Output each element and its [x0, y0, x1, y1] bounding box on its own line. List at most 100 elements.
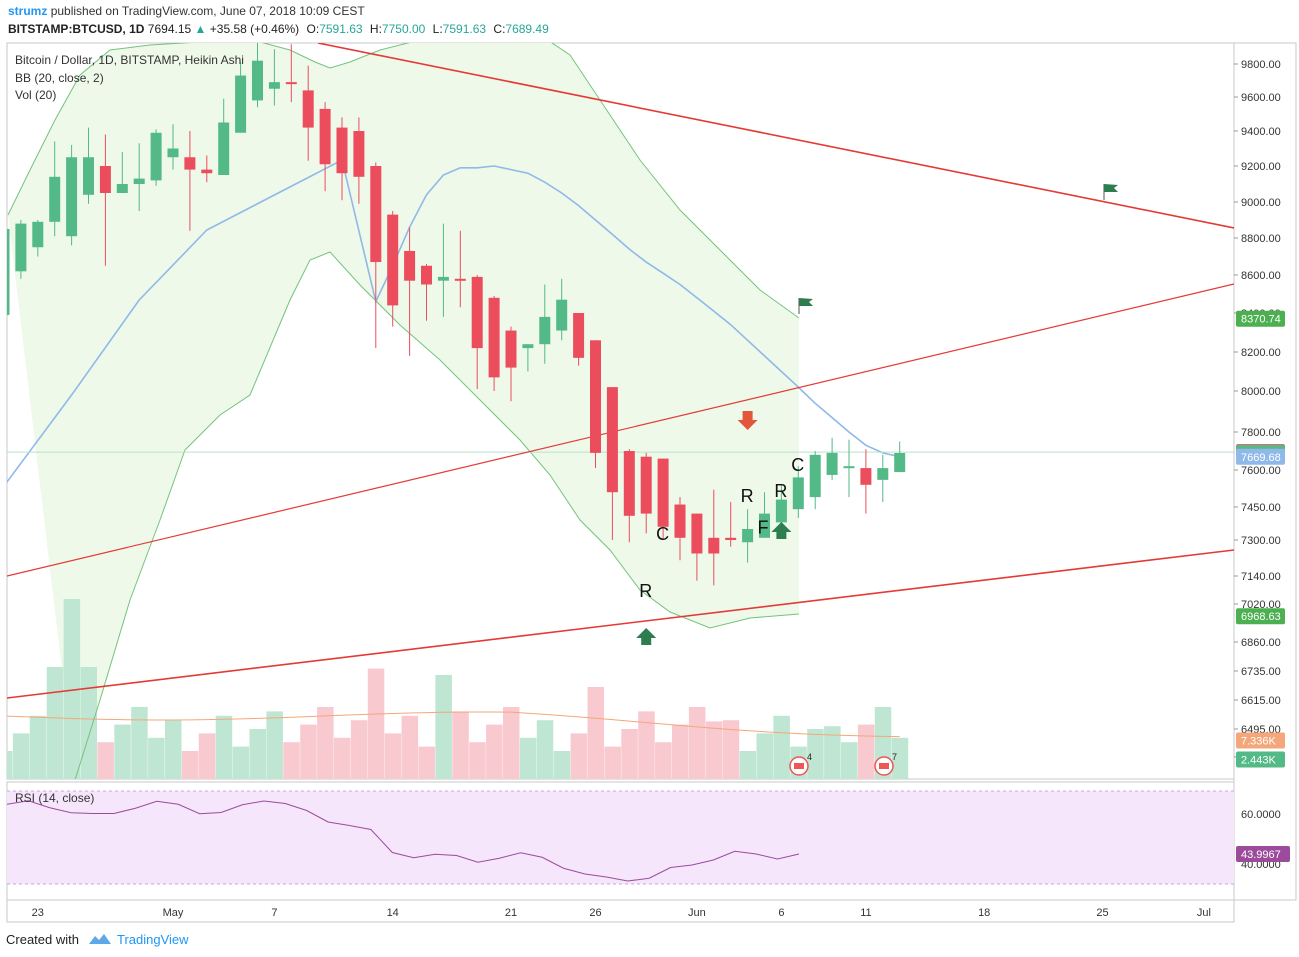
- trend-lines[interactable]: [7, 43, 1234, 699]
- volume-bar: [12, 733, 30, 779]
- price-tag: [1236, 732, 1285, 749]
- candle-body: [573, 313, 585, 358]
- candle-body: [268, 82, 280, 89]
- volume-bar: [384, 733, 402, 779]
- price-tag-label: 7.336K: [1241, 735, 1277, 747]
- lower-trend-line: [7, 549, 1234, 699]
- candle-body: [725, 537, 737, 540]
- annotation-label: R: [774, 481, 787, 501]
- candle-body: [590, 340, 601, 453]
- price-tag: [1236, 751, 1285, 768]
- volume-bar: [367, 668, 385, 779]
- candle-body: [285, 82, 297, 85]
- close-label: C:: [493, 22, 506, 36]
- volume-bar: [756, 733, 773, 779]
- volume-bar: [688, 707, 706, 779]
- price-tick-label: 7300.00: [1241, 535, 1281, 547]
- volume-bar: [739, 751, 757, 779]
- volume-bar: [215, 715, 233, 779]
- price-tick-label: 7020.00: [1241, 599, 1281, 611]
- candle-body: [437, 276, 449, 281]
- candle-body: [353, 131, 365, 177]
- down-arrow-icon: [737, 411, 758, 430]
- candle-body: [522, 344, 534, 349]
- candle-body: [691, 513, 703, 554]
- volume-bar: [486, 724, 503, 779]
- time-tick-label: 26: [589, 907, 601, 919]
- candle-body: [184, 157, 196, 170]
- volume-bar: [841, 742, 858, 779]
- tradingview-link[interactable]: TradingView: [117, 932, 189, 947]
- middle-trend-line: [7, 283, 1234, 577]
- author-link[interactable]: strumz: [8, 4, 48, 18]
- axis-labels: 9800.00 9600.00 9400.00 9200.00 9000.00 8800.…: [32, 59, 1290, 919]
- candle-body: [235, 75, 247, 133]
- volume-bar: [232, 746, 250, 779]
- volume-bar: [722, 720, 740, 779]
- candle-body: [539, 316, 551, 345]
- annotation-label: C: [791, 455, 804, 475]
- bollinger-fill: [8, 43, 799, 779]
- rsi-tick-label: 60.0000: [1241, 809, 1281, 821]
- candle-body: [657, 458, 669, 527]
- candle-body: [894, 452, 906, 473]
- volume-bars: [7, 599, 909, 779]
- volume-bar: [317, 707, 334, 779]
- candle-body: [421, 265, 432, 285]
- volume-ma-line: [7, 711, 900, 738]
- price-tag-label: 8370.74: [1241, 314, 1281, 326]
- high-value: 7750.00: [381, 22, 426, 36]
- footer: Created with TradingView: [0, 924, 1299, 957]
- annotation-label: R: [741, 486, 754, 506]
- rsi-line: [7, 800, 800, 882]
- price-tag: [1236, 448, 1285, 465]
- candle-body: [252, 60, 263, 101]
- low-value: 7591.63: [442, 22, 487, 36]
- candle-body: [404, 250, 416, 281]
- price-tag-label: 2.443K: [1241, 755, 1277, 767]
- tradingview-logo-icon: [89, 934, 111, 944]
- volume-bar: [131, 707, 148, 779]
- high-label: H:: [369, 22, 382, 36]
- rsi-value-tag: [1236, 846, 1290, 863]
- volume-bar: [857, 724, 875, 779]
- legend-bb: BB (20, close, 2): [15, 71, 104, 85]
- candle-body: [809, 454, 821, 498]
- volume-bar: [536, 720, 554, 779]
- candle-body: [99, 166, 111, 193]
- candle-body: [606, 387, 618, 493]
- candle-body: [66, 157, 78, 237]
- time-tick-label: 7: [271, 907, 277, 919]
- event-flag-icon-flag: [794, 763, 804, 769]
- time-tick-label: 11: [860, 907, 871, 919]
- candle-body: [133, 178, 145, 184]
- volume-bar: [621, 729, 638, 779]
- candle-body: [674, 504, 686, 538]
- price-tick-label: 7800.00: [1241, 427, 1281, 439]
- bollinger-fill-area: [8, 43, 799, 779]
- candle-body: [708, 537, 720, 554]
- price-tag-label: 7669.68: [1241, 452, 1281, 464]
- candle-body: [556, 299, 568, 331]
- price-tick-label: 8000.00: [1241, 386, 1281, 398]
- volume-bar: [114, 724, 131, 779]
- price-tick-label: 8200.00: [1241, 347, 1281, 359]
- symbol-name[interactable]: BITSTAMP:BTCUSD, 1D: [8, 22, 145, 36]
- candle-body: [505, 330, 517, 368]
- candle-body: [32, 221, 44, 248]
- candle-body: [488, 297, 500, 378]
- volume-bar: [503, 707, 520, 779]
- price-tag: [1236, 608, 1285, 625]
- event-flag-icon-flag: [879, 763, 889, 769]
- rsi-band: [7, 791, 1234, 884]
- low-label: L:: [432, 22, 443, 36]
- time-tick-label: Jun: [688, 907, 706, 919]
- volume-bar: [80, 667, 97, 779]
- time-tick-label: May: [163, 907, 184, 919]
- volume-bar: [181, 751, 199, 779]
- volume-bar: [655, 742, 672, 779]
- time-tick-label: 21: [505, 907, 517, 919]
- annotation-label: R: [639, 581, 652, 601]
- time-axis[interactable]: [6, 899, 1235, 923]
